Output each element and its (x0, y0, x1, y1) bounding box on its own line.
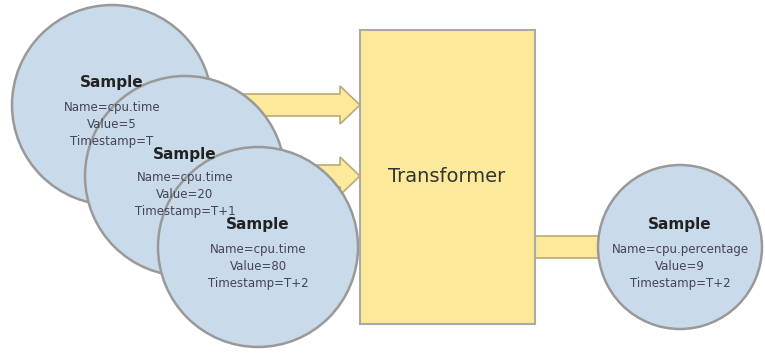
Ellipse shape (158, 147, 358, 347)
FancyArrow shape (535, 228, 645, 266)
Text: Sample: Sample (80, 75, 144, 91)
Ellipse shape (598, 165, 762, 329)
Text: Name=cpu.time: Name=cpu.time (210, 242, 306, 256)
Text: Timestamp=T: Timestamp=T (70, 135, 154, 148)
Text: Name=cpu.time: Name=cpu.time (63, 101, 161, 114)
FancyArrow shape (248, 157, 360, 195)
Text: Sample: Sample (648, 217, 711, 233)
Ellipse shape (85, 76, 285, 276)
Text: Name=cpu.time: Name=cpu.time (137, 171, 233, 184)
Text: Value=80: Value=80 (230, 259, 287, 273)
Text: Timestamp=T+1: Timestamp=T+1 (135, 206, 236, 218)
Text: Name=cpu.percentage: Name=cpu.percentage (611, 242, 749, 256)
Text: Value=5: Value=5 (87, 118, 137, 131)
FancyArrow shape (321, 228, 360, 266)
Text: Sample: Sample (153, 147, 216, 161)
Text: Sample: Sample (226, 217, 290, 233)
Text: Timestamp=T+2: Timestamp=T+2 (207, 276, 308, 290)
FancyBboxPatch shape (360, 30, 535, 324)
Text: Transformer: Transformer (389, 167, 506, 187)
Text: Timestamp=T+2: Timestamp=T+2 (630, 276, 731, 290)
FancyArrow shape (175, 86, 360, 124)
Text: Value=20: Value=20 (156, 188, 213, 201)
Ellipse shape (12, 5, 212, 205)
Text: Value=9: Value=9 (655, 259, 705, 273)
